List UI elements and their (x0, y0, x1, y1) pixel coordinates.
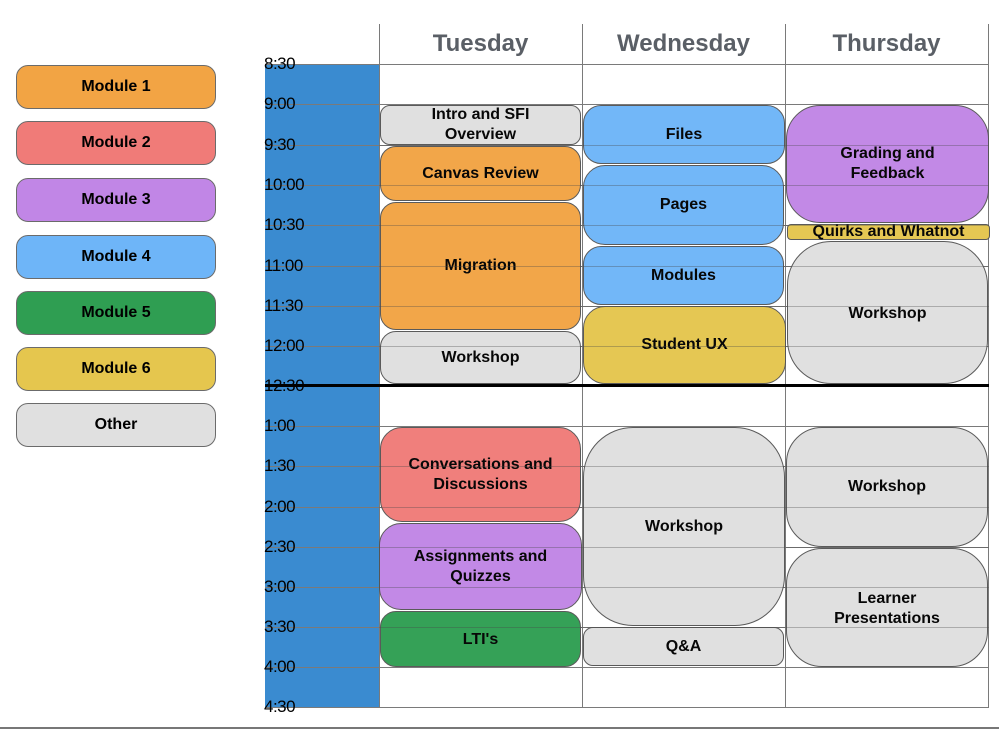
event-ltis[interactable]: LTI's (380, 611, 581, 667)
event-title: Quirks and Whatnot (812, 223, 965, 240)
day-header-thursday: Thursday (832, 30, 941, 57)
event-title-line: Assignments and (413, 547, 548, 565)
time-label: 4:30 (264, 697, 296, 716)
event-canvas-review[interactable]: Canvas Review (380, 146, 581, 201)
event-title: Workshop (848, 478, 926, 495)
day-header-tuesday: Tuesday (432, 30, 529, 57)
event-quirks-whatnot[interactable]: Quirks and Whatnot (787, 224, 990, 240)
grid-hline (265, 707, 989, 708)
event-title: Pages (659, 196, 708, 213)
event-title: Modules (651, 266, 716, 284)
time-label: 1:00 (264, 416, 296, 435)
grid-hline (265, 426, 989, 427)
event-files[interactable]: Files (583, 105, 785, 164)
time-label: 8:30 (264, 54, 296, 73)
event-title: Q&A (665, 637, 702, 655)
time-label: 3:00 (264, 577, 296, 596)
event-title-line: Conversations and (408, 455, 553, 473)
event-workshop-wed-pm[interactable]: Workshop (583, 427, 785, 626)
event-assignments-quizzes[interactable]: Assignments and Quizzes (379, 523, 582, 610)
legend-module-3: Module 3 (16, 178, 216, 222)
event-title-line: Learner (857, 590, 917, 607)
legend-module-4: Module 4 (16, 235, 216, 279)
time-label: 10:30 (264, 215, 305, 234)
event-title: Workshop (848, 305, 927, 322)
grid-vline (379, 24, 380, 708)
event-title: Files (665, 125, 703, 143)
legend-module-6: Module 6 (16, 347, 216, 391)
event-title-line: Quizzes (450, 567, 511, 585)
event-title: Workshop (645, 517, 723, 535)
grid-hline (265, 667, 989, 668)
time-label: 4:00 (264, 657, 296, 676)
bottom-divider (0, 727, 999, 729)
event-title: Migration (444, 257, 517, 274)
time-label: 2:00 (264, 497, 296, 516)
event-title-line: Feedback (850, 165, 925, 182)
event-qa[interactable]: Q&A (583, 627, 784, 666)
grid-hline (265, 64, 989, 65)
event-conversations-discussions[interactable]: Conversations and Discussions (380, 427, 581, 522)
event-workshop-tue-am[interactable]: Workshop (380, 331, 581, 384)
time-label: 12:00 (264, 336, 305, 355)
event-modules[interactable]: Modules (583, 246, 784, 305)
time-label: 11:00 (264, 256, 303, 275)
event-grading-feedback[interactable]: Grading and Feedback (786, 105, 989, 223)
event-title-line: Intro and SFI (431, 106, 530, 123)
event-student-ux[interactable]: Student UX (583, 306, 786, 384)
grid-hline (265, 104, 989, 105)
event-title: Workshop (441, 348, 520, 366)
time-label: 3:30 (264, 617, 296, 636)
time-label: 9:00 (264, 94, 296, 113)
time-label: 2:30 (264, 537, 296, 556)
event-intro-sfi-overview[interactable]: Intro and SFI Overview (380, 105, 581, 145)
event-title: Canvas Review (422, 164, 539, 182)
legend-module-5: Module 5 (16, 291, 216, 335)
event-workshop-thu-pm[interactable]: Workshop (786, 427, 988, 547)
time-label: 12:30 (264, 376, 305, 395)
event-title-line: Presentations (834, 610, 940, 627)
time-label: 11:30 (264, 296, 303, 315)
event-title-line: Discussions (433, 475, 528, 493)
legend-other: Other (16, 403, 216, 447)
grid-vline (582, 24, 583, 708)
legend-module-2: Module 2 (16, 121, 216, 165)
time-label: 10:00 (264, 175, 305, 194)
event-learner-presentations[interactable]: Learner Presentations (786, 548, 988, 667)
legend-module-1: Module 1 (16, 65, 216, 109)
event-pages[interactable]: Pages (583, 165, 784, 245)
time-label: 9:30 (264, 135, 296, 154)
event-title-line: Grading and (840, 145, 935, 162)
event-title-line: Overview (444, 126, 517, 143)
event-workshop-thu-am[interactable]: Workshop (787, 241, 988, 384)
event-title: Student UX (641, 336, 728, 353)
grid-vline (988, 24, 989, 708)
day-header-wednesday: Wednesday (617, 30, 750, 57)
event-migration[interactable]: Migration (380, 202, 581, 330)
event-title: LTI's (462, 631, 499, 648)
lunch-divider (265, 384, 989, 387)
time-label: 1:30 (264, 456, 296, 475)
